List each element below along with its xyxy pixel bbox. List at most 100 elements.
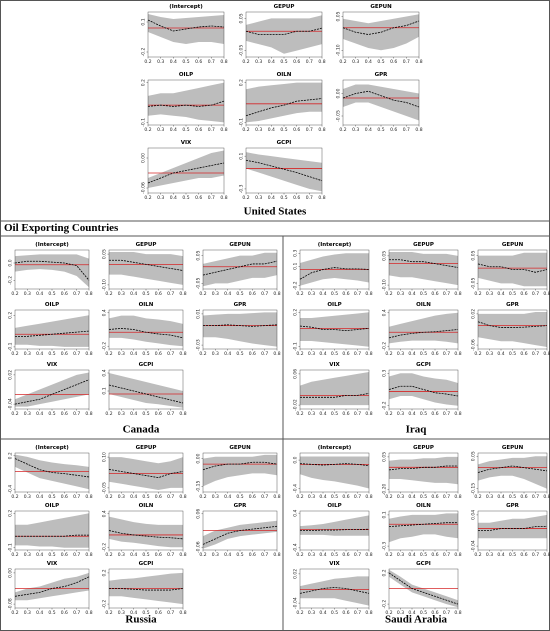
estimate-line: [299, 267, 370, 280]
x-tick-label: 0.6: [520, 494, 527, 500]
x-tick-label: 0.6: [155, 291, 162, 297]
x-tick-label: 0.5: [142, 610, 149, 616]
x-tick-label: 0.3: [212, 291, 219, 297]
x-tick-label: 0.8: [85, 494, 92, 500]
confidence-band: [148, 150, 224, 188]
x-tick-label: 0.3: [352, 127, 359, 133]
x-tick-label: 0.6: [155, 351, 162, 357]
estimate-line: [245, 27, 323, 35]
x-tick-label: 0.5: [142, 351, 149, 357]
x-tick-label: 0.2: [144, 195, 151, 201]
x-tick-label: 0.5: [331, 411, 338, 417]
confidence-band: [246, 152, 322, 192]
x-tick-label: 0.5: [331, 291, 338, 297]
y-tick-label: 0.1: [141, 18, 147, 25]
y-tick-label: 0.01: [196, 309, 202, 319]
y-tick-label: -0.06: [141, 182, 147, 194]
x-tick-label: 0.3: [486, 494, 493, 500]
x-tick-label: 0.3: [397, 411, 404, 417]
x-tick-label: 0.7: [167, 291, 174, 297]
x-tick-label: 0.4: [408, 411, 415, 417]
panel-title: OILN: [139, 503, 154, 509]
estimate-line: [388, 572, 459, 605]
x-tick-label: 0.2: [105, 411, 112, 417]
x-tick-label: 0.7: [403, 127, 410, 133]
x-tick-label: 0.4: [268, 127, 275, 133]
panel-title: OILP: [45, 302, 59, 308]
x-tick-label: 0.8: [220, 59, 227, 65]
x-tick-label: 0.5: [509, 351, 516, 357]
y-tick-label: 0.1: [102, 387, 108, 394]
x-tick-label: 0.2: [474, 351, 481, 357]
x-tick-label: 0.5: [280, 59, 287, 65]
x-tick-label: 0.6: [249, 494, 256, 500]
x-tick-label: 0.4: [365, 127, 372, 133]
x-tick-label: 0.8: [543, 291, 550, 297]
x-tick-label: 0.5: [420, 494, 427, 500]
x-tick-label: 0.6: [293, 127, 300, 133]
panel-title: (Intercept): [318, 445, 352, 451]
estimate-line: [203, 324, 278, 327]
y-tick-label: -0.1: [293, 342, 299, 351]
x-tick-label: 0.4: [408, 552, 415, 558]
x-tick-label: 0.7: [443, 351, 450, 357]
x-tick-label: 0.8: [85, 291, 92, 297]
panel-title: GEPUN: [229, 242, 251, 248]
estimate-line: [14, 576, 90, 597]
x-tick-label: 0.3: [157, 195, 164, 201]
estimate-line: [342, 20, 420, 35]
x-tick-label: 0.8: [273, 291, 280, 297]
x-tick-label: 0.5: [182, 195, 189, 201]
y-tick-label: 0.2: [141, 79, 147, 86]
x-tick-label: 0.3: [397, 552, 404, 558]
x-tick-label: 0.6: [342, 610, 349, 616]
x-tick-label: 0.2: [385, 291, 392, 297]
estimate-line: [108, 327, 184, 339]
confidence-band: [203, 520, 277, 549]
panel-title: GEPUP: [274, 4, 295, 10]
x-tick-label: 0.3: [118, 411, 125, 417]
x-tick-label: 0.2: [105, 494, 112, 500]
x-tick-label: 0.2: [296, 291, 303, 297]
section-label: Canada: [123, 424, 160, 436]
y-tick-label: 0.06: [293, 369, 299, 379]
section-label: United States: [244, 206, 307, 218]
y-tick-label: 0.05: [382, 251, 388, 261]
section-label: Russia: [125, 614, 157, 626]
x-tick-label: 0.4: [497, 552, 504, 558]
panel-title: (Intercept): [169, 4, 203, 10]
x-tick-label: 0.6: [342, 351, 349, 357]
x-tick-label: 0.2: [11, 552, 18, 558]
x-tick-label: 0.7: [167, 351, 174, 357]
x-tick-label: 0.4: [130, 610, 137, 616]
y-tick-label: 0.05: [382, 452, 388, 462]
x-tick-label: 0.3: [397, 291, 404, 297]
x-tick-label: 0.2: [199, 291, 206, 297]
x-tick-label: 0.6: [431, 411, 438, 417]
panel-title: GEPUN: [370, 4, 392, 10]
y-tick-label: -0.15: [471, 483, 477, 495]
x-tick-label: 0.6: [520, 552, 527, 558]
x-tick-label: 0.6: [342, 291, 349, 297]
x-tick-label: 0.2: [11, 610, 18, 616]
y-tick-label: -0.2: [102, 342, 108, 351]
y-tick-label: -0.05: [239, 45, 245, 57]
x-tick-label: 0.7: [354, 610, 361, 616]
x-tick-label: 0.4: [224, 291, 231, 297]
x-tick-label: 0.3: [118, 494, 125, 500]
y-tick-label: -0.2: [102, 543, 108, 552]
x-tick-label: 0.7: [354, 291, 361, 297]
panel-title: OILN: [416, 302, 431, 308]
x-tick-label: 0.2: [105, 552, 112, 558]
x-tick-label: 0.7: [73, 552, 80, 558]
x-tick-label: 0.6: [61, 552, 68, 558]
x-tick-label: 0.2: [296, 411, 303, 417]
estimate-line: [147, 19, 225, 32]
y-tick-label: -0.20: [382, 483, 388, 495]
x-tick-label: 0.2: [296, 494, 303, 500]
x-tick-label: 0.3: [24, 552, 31, 558]
y-tick-label: 0.4: [102, 369, 108, 376]
panel-title: GPR: [506, 302, 520, 308]
y-tick-label: 0.0: [8, 259, 14, 266]
x-tick-label: 0.6: [431, 552, 438, 558]
